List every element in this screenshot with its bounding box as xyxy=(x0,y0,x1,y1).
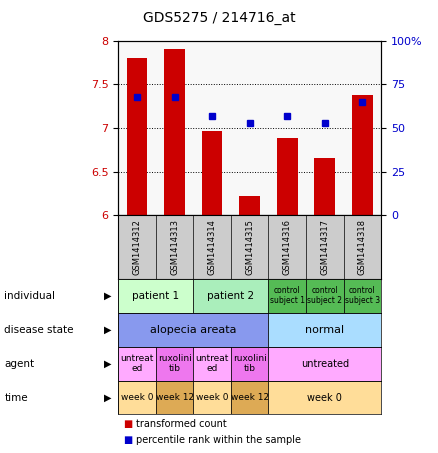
Bar xyxy=(268,347,381,381)
Text: GSM1414315: GSM1414315 xyxy=(245,219,254,275)
Text: percentile rank within the sample: percentile rank within the sample xyxy=(136,435,301,445)
Text: disease state: disease state xyxy=(4,324,74,335)
Text: ▶: ▶ xyxy=(103,392,111,403)
Text: untreated: untreated xyxy=(300,358,349,369)
Bar xyxy=(343,279,381,313)
Text: time: time xyxy=(4,392,28,403)
Text: ▶: ▶ xyxy=(103,290,111,301)
Text: transformed count: transformed count xyxy=(136,419,226,429)
Text: GSM1414316: GSM1414316 xyxy=(283,219,292,275)
Bar xyxy=(193,347,231,381)
Text: normal: normal xyxy=(305,324,344,335)
Text: ▶: ▶ xyxy=(103,324,111,335)
Bar xyxy=(193,381,231,414)
Text: untreat
ed: untreat ed xyxy=(120,354,154,373)
Bar xyxy=(118,313,268,347)
Text: week 0: week 0 xyxy=(196,393,228,402)
Text: patient 1: patient 1 xyxy=(132,290,180,301)
Bar xyxy=(118,347,156,381)
Text: GDS5275 / 214716_at: GDS5275 / 214716_at xyxy=(143,11,295,25)
Text: week 12: week 12 xyxy=(155,393,194,402)
Bar xyxy=(239,196,260,215)
Bar xyxy=(268,279,306,313)
Text: individual: individual xyxy=(4,290,55,301)
Text: ■: ■ xyxy=(123,435,132,445)
Text: GSM1414318: GSM1414318 xyxy=(358,219,367,275)
Text: control
subject 2: control subject 2 xyxy=(307,286,342,305)
Text: GSM1414313: GSM1414313 xyxy=(170,219,179,275)
Text: ▶: ▶ xyxy=(103,358,111,369)
Bar xyxy=(306,279,343,313)
Bar xyxy=(231,381,268,414)
Text: alopecia areata: alopecia areata xyxy=(150,324,237,335)
Bar xyxy=(156,381,193,414)
Bar xyxy=(156,347,193,381)
Text: agent: agent xyxy=(4,358,35,369)
Text: patient 2: patient 2 xyxy=(207,290,254,301)
Text: untreat
ed: untreat ed xyxy=(195,354,229,373)
Text: GSM1414314: GSM1414314 xyxy=(208,219,217,275)
Bar xyxy=(268,313,381,347)
Bar xyxy=(352,95,373,215)
Bar xyxy=(202,130,223,215)
Bar xyxy=(118,279,193,313)
Bar xyxy=(231,347,268,381)
Text: week 12: week 12 xyxy=(230,393,269,402)
Bar xyxy=(268,381,381,414)
Text: week 0: week 0 xyxy=(121,393,153,402)
Text: GSM1414317: GSM1414317 xyxy=(320,219,329,275)
Bar xyxy=(118,381,156,414)
Text: ruxolini
tib: ruxolini tib xyxy=(158,354,191,373)
Bar xyxy=(193,279,268,313)
Text: ruxolini
tib: ruxolini tib xyxy=(233,354,267,373)
Bar xyxy=(127,58,147,215)
Bar xyxy=(314,159,335,215)
Text: control
subject 3: control subject 3 xyxy=(345,286,380,305)
Text: GSM1414312: GSM1414312 xyxy=(133,219,141,275)
Bar xyxy=(164,49,185,215)
Text: ■: ■ xyxy=(123,419,132,429)
Bar xyxy=(277,139,297,215)
Text: control
subject 1: control subject 1 xyxy=(270,286,305,305)
Text: week 0: week 0 xyxy=(307,392,342,403)
